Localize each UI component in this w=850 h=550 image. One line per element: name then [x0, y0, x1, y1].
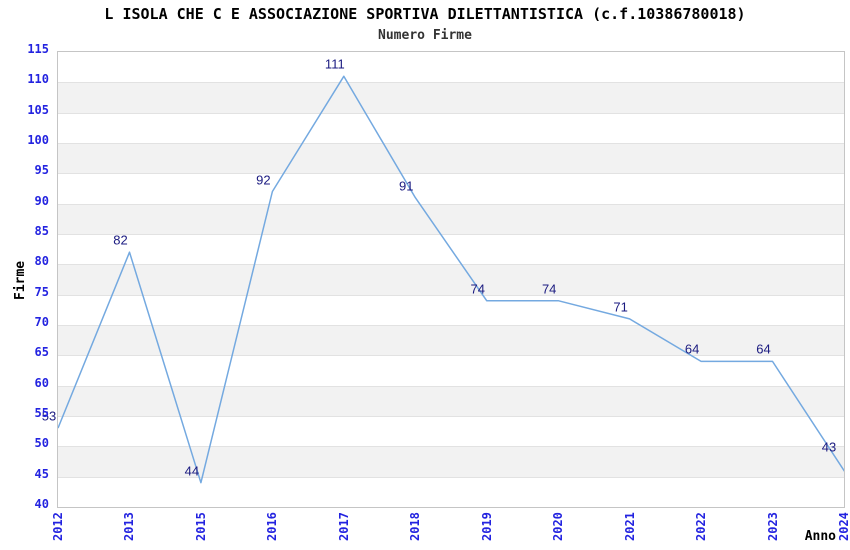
gridline [58, 82, 844, 84]
grid-band [58, 294, 844, 325]
gridline [58, 264, 844, 266]
gridline [58, 234, 844, 235]
x-tick-label: 2015 [193, 512, 208, 541]
gridline [58, 203, 844, 205]
y-tick-label: 40 [34, 497, 49, 511]
x-tick-label: 2020 [551, 512, 566, 541]
gridline [58, 416, 844, 417]
x-tick-label: 2019 [479, 512, 494, 541]
x-tick-label: 2017 [336, 512, 351, 541]
y-tick-label: 65 [34, 345, 49, 360]
y-tick-label: 100 [27, 133, 49, 147]
grid-band [58, 355, 844, 386]
gridline [58, 325, 844, 326]
grid-band [58, 385, 844, 416]
gridline [58, 446, 844, 448]
y-tick-label: 95 [34, 163, 49, 178]
x-tick-label: 2013 [122, 512, 137, 541]
grid-band [58, 112, 844, 143]
gridline [58, 112, 844, 114]
grid-band [58, 143, 844, 174]
y-tick-label: 110 [27, 72, 49, 87]
grid-band [58, 82, 844, 113]
y-tick-label: 60 [34, 375, 49, 390]
y-tick-label: 90 [34, 193, 49, 208]
x-tick-label: 2023 [765, 512, 780, 541]
y-tick-label: 80 [34, 254, 49, 269]
x-axis-title: Anno [804, 529, 836, 544]
y-tick-label: 115 [27, 42, 49, 56]
y-tick-label: 50 [34, 436, 49, 451]
y-tick-label: 70 [34, 315, 49, 329]
grid-band [58, 203, 844, 234]
gridline [58, 476, 844, 478]
y-tick-label: 55 [34, 406, 49, 420]
grid-band [58, 446, 844, 477]
y-tick-label: 105 [27, 102, 49, 117]
chart-title: L ISOLA CHE C E ASSOCIAZIONE SPORTIVA DI… [104, 5, 746, 23]
series-line [58, 75, 844, 484]
gridline [58, 143, 844, 144]
gridline [58, 173, 844, 175]
gridline [58, 294, 844, 296]
y-tick-label: 45 [34, 466, 49, 481]
grid-band [58, 173, 844, 204]
x-tick-label: 2021 [622, 512, 637, 541]
x-tick-label: 2016 [265, 512, 280, 541]
grid-band [58, 264, 844, 295]
x-tick-label: 2018 [408, 512, 423, 541]
y-tick-label: 85 [34, 224, 49, 238]
x-tick-label: 2012 [51, 512, 65, 541]
y-tick-label: 75 [34, 284, 49, 299]
chart-subtitle: Numero Firme [378, 28, 472, 43]
grid-band [58, 476, 844, 507]
x-tick-label: 2022 [694, 512, 709, 541]
grid-band [58, 52, 844, 83]
gridline [58, 355, 844, 357]
grid-band [58, 416, 844, 447]
grid-band [58, 325, 844, 356]
x-tick-label: 2024 [837, 512, 850, 541]
gridline [58, 385, 844, 387]
plot-area [57, 51, 845, 508]
